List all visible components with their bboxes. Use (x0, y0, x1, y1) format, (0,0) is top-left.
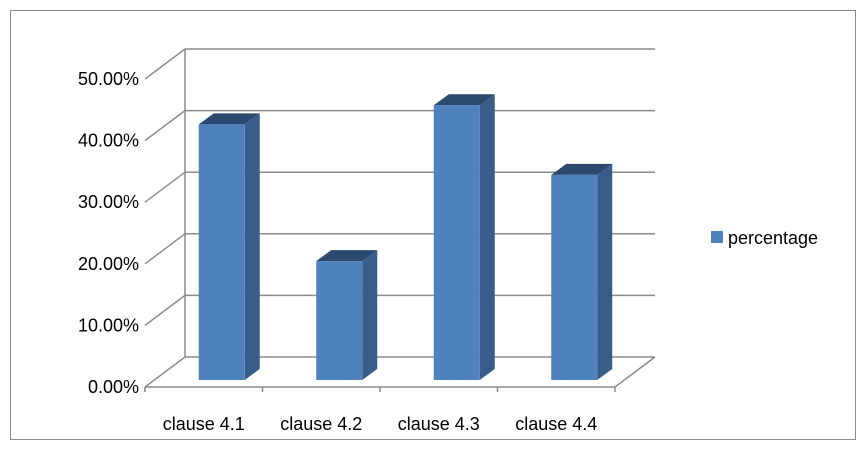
x-tick-label: clause 4.1 (163, 414, 245, 434)
y-tick-label: 50.00% (78, 69, 139, 89)
legend-label: percentage (728, 228, 818, 248)
y-tick-label: 40.00% (78, 131, 139, 151)
legend-swatch (711, 231, 723, 243)
gridline-depth (144, 48, 186, 80)
bar-front (198, 124, 245, 380)
gridline-depth (144, 171, 186, 203)
bar-top (316, 250, 378, 262)
bar-front (551, 174, 598, 380)
bar-top (551, 163, 613, 175)
x-tick-label: clause 4.3 (398, 414, 480, 434)
bar-top (198, 113, 260, 125)
y-tick-label: 10.00% (78, 315, 139, 335)
bar (433, 94, 495, 380)
bar-side (479, 94, 495, 380)
bar-side (597, 163, 613, 380)
axes (144, 49, 656, 392)
x-tick-label: clause 4.2 (280, 414, 362, 434)
y-tick-label: 0.00% (88, 377, 139, 397)
y-tick-label: 30.00% (78, 192, 139, 212)
bar-front (433, 105, 480, 380)
bar (198, 113, 260, 381)
labels: 0.00% 10.00% 20.00% 30.00% 40.00% 50.00% claus… (78, 69, 597, 434)
bar-front (316, 261, 363, 380)
gridline-depth (144, 233, 186, 265)
bar-side (244, 113, 260, 381)
bar (316, 250, 378, 380)
floor-right-edge (614, 356, 656, 388)
legend: percentage (711, 228, 818, 248)
bar (551, 163, 613, 380)
x-tick-label: clause 4.4 (515, 414, 597, 434)
gridline-depth (144, 109, 186, 142)
bars (198, 94, 613, 381)
bar-side (362, 250, 378, 380)
gridline-depth (144, 294, 186, 326)
y-tick-label: 20.00% (78, 254, 139, 274)
gridline-depth (144, 356, 186, 388)
chart-frame (10, 10, 856, 440)
bar-top (433, 94, 495, 106)
